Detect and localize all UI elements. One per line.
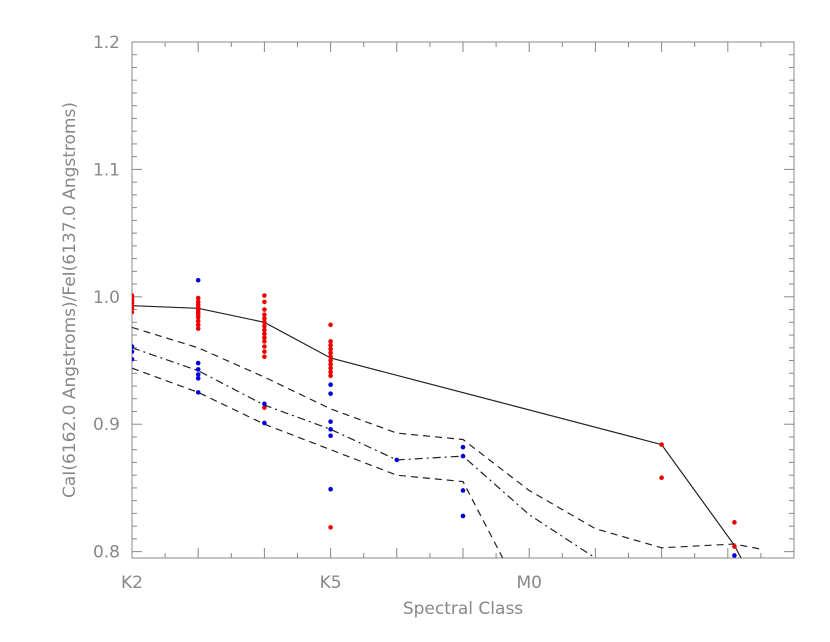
series-line-dashdot (132, 347, 596, 558)
data-point-red (262, 299, 267, 305)
x-tick-label: K5 (320, 573, 342, 593)
data-point-blue (195, 372, 201, 377)
data-point-red (195, 322, 201, 328)
data-point-red (195, 299, 201, 305)
plot-frame (131, 41, 795, 559)
series-points (132, 277, 737, 558)
data-point-red (132, 309, 135, 315)
minor-ticks (132, 42, 794, 558)
data-point-blue (195, 367, 201, 372)
data-point-red (328, 322, 333, 328)
data-point-blue (195, 390, 201, 395)
data-point-red (262, 319, 267, 325)
data-point-red (328, 339, 333, 344)
y-tick-label: 0.9 (93, 415, 120, 435)
data-point-red (328, 350, 333, 356)
data-point-red (262, 316, 267, 321)
data-point-red (262, 405, 267, 410)
data-point-red (732, 520, 737, 525)
data-point-red (132, 293, 135, 298)
data-point-blue (262, 420, 267, 426)
data-point-red (328, 358, 333, 363)
tick-labels: K2 K5 M0 0.8 0.9 1.0 1.1 1.2 (93, 33, 542, 593)
data-point-red (328, 354, 333, 359)
data-point-red (262, 349, 267, 354)
data-point-blue (328, 419, 333, 424)
data-point-red (328, 346, 333, 352)
data-point-blue (195, 277, 201, 283)
series-line-dashed (132, 367, 504, 558)
data-point-blue (262, 401, 267, 407)
data-point-blue (328, 427, 333, 432)
data-point-red (328, 369, 333, 375)
data-point-red (328, 342, 333, 348)
data-point-red (262, 354, 267, 359)
data-point-red (328, 365, 333, 371)
data-point-red (262, 335, 267, 340)
y-tick-label: 1.0 (93, 288, 120, 308)
data-point-red (328, 525, 333, 530)
data-point-red (659, 475, 664, 481)
data-point-red (262, 327, 267, 333)
data-point-blue (460, 453, 466, 459)
data-point-blue (195, 376, 201, 381)
data-point-blue (328, 486, 333, 492)
data-point-blue (732, 553, 737, 558)
x-axis-label: Spectral Class (403, 599, 523, 619)
major-ticks (131, 41, 795, 558)
data-point-blue (328, 433, 333, 438)
series-line-dashed (132, 326, 762, 550)
data-point-red (328, 373, 333, 379)
data-point-red (195, 326, 201, 331)
data-point-red (262, 312, 267, 317)
data-point-red (262, 293, 267, 298)
data-point-blue (195, 360, 201, 366)
data-point-blue (132, 344, 135, 349)
data-point-red (262, 331, 267, 337)
data-point-blue (132, 356, 135, 362)
series-lines (132, 305, 762, 558)
series-line-solid (132, 305, 742, 558)
data-point-blue (132, 349, 135, 354)
data-point-blue (460, 444, 466, 450)
data-point-blue (460, 513, 466, 519)
data-point-red (262, 307, 267, 312)
data-point-red (262, 323, 267, 329)
data-point-red (195, 318, 201, 324)
y-tick-label: 1.2 (93, 33, 120, 53)
data-point-red (195, 295, 201, 301)
data-point-red (262, 344, 267, 349)
data-point-red (328, 362, 333, 367)
data-point-red (262, 339, 267, 344)
data-point-blue (328, 391, 333, 396)
y-axis-label: CaI(6162.0 Angstroms)/FeI(6137.0 Angstro… (60, 102, 80, 498)
data-point-red (659, 442, 664, 447)
data-point-blue (328, 382, 333, 388)
y-tick-label: 0.8 (93, 543, 120, 563)
data-point-blue (460, 488, 466, 493)
x-tick-label: K2 (121, 573, 143, 593)
x-tick-label: M0 (516, 573, 541, 593)
data-point-blue (394, 457, 400, 463)
data-point-red (732, 544, 737, 549)
y-tick-label: 1.1 (93, 160, 120, 180)
